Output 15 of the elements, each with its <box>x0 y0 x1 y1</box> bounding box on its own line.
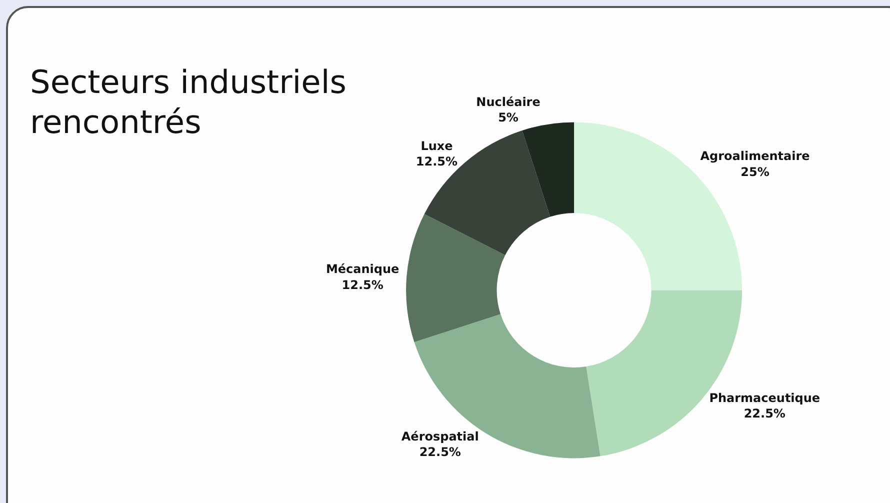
slice-label: Pharmaceutique <box>709 390 820 405</box>
donut-slice <box>406 214 506 342</box>
donut-slice <box>522 122 574 217</box>
slice-label: Aérospatial <box>401 429 479 444</box>
data-label: 5% <box>498 110 518 125</box>
slice-label: Nucléaire <box>476 95 540 110</box>
data-label: 12.5% <box>342 278 384 292</box>
slice-label: Mécanique <box>326 262 400 276</box>
data-label: 22.5% <box>419 445 461 460</box>
chart-title: Secteurs industriels rencontrés <box>30 63 346 141</box>
slice-label: Luxe <box>420 139 453 154</box>
slice-label: Agroalimentaire <box>700 149 810 164</box>
data-label: 12.5% <box>416 154 458 169</box>
data-label: 25% <box>740 164 770 179</box>
data-label: 22.5% <box>744 406 786 420</box>
